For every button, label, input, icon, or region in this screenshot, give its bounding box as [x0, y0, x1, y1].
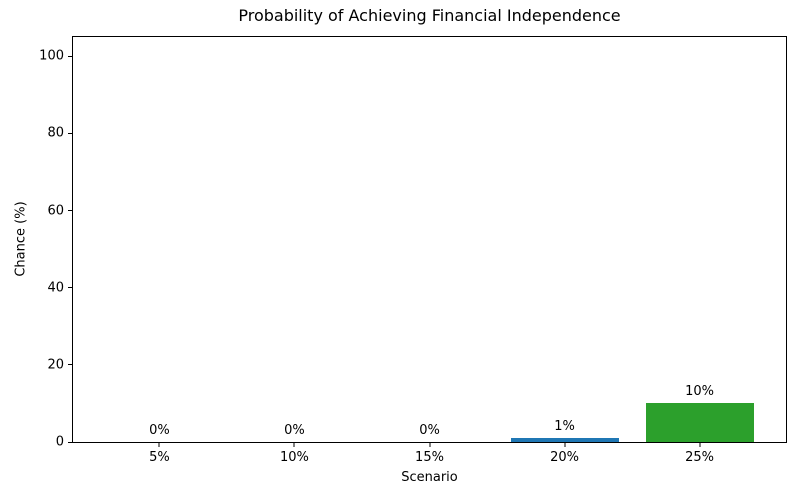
x-tick-label: 25%	[685, 450, 715, 465]
x-tick-mark	[564, 443, 566, 447]
x-tick-label: 20%	[550, 450, 579, 465]
bar-value-label: 0%	[284, 423, 305, 438]
plot-area: 0 20 40 60 80 100 5% 0% 10% 0% 15% 0% 20% 1% 25% 10%	[39, 36, 787, 465]
y-tick-mark	[68, 441, 72, 443]
bar	[645, 403, 754, 442]
bar-value-label: 1%	[554, 419, 575, 435]
x-tick-label: 15%	[415, 450, 444, 465]
x-tick-label: 10%	[280, 450, 309, 465]
y-tick-label: 40	[47, 280, 64, 296]
bar-value-label: 0%	[149, 423, 170, 438]
y-tick-label: 80	[47, 125, 64, 141]
y-tick-label: 100	[39, 48, 64, 64]
y-axis-label: Chance (%)	[13, 201, 29, 277]
y-tick-label: 60	[47, 203, 64, 219]
y-tick-mark	[68, 364, 72, 366]
x-tick-mark	[293, 443, 295, 447]
x-tick-label: 5%	[149, 450, 170, 465]
y-tick-mark	[68, 210, 72, 212]
x-axis-label: Scenario	[401, 470, 458, 485]
bar	[510, 438, 619, 442]
x-tick-mark	[429, 443, 430, 447]
bar-value-label: 0%	[419, 423, 440, 438]
y-tick-mark	[68, 55, 72, 57]
y-tick-label: 0	[55, 434, 64, 450]
x-tick-mark	[699, 443, 701, 447]
bar-value-label: 10%	[685, 384, 715, 400]
chart-title: Probability of Achieving Financial Indep…	[238, 6, 621, 25]
y-tick-mark	[68, 287, 72, 289]
y-tick-label: 20	[47, 357, 64, 373]
y-tick-mark	[68, 132, 72, 134]
x-tick-mark	[158, 443, 160, 447]
